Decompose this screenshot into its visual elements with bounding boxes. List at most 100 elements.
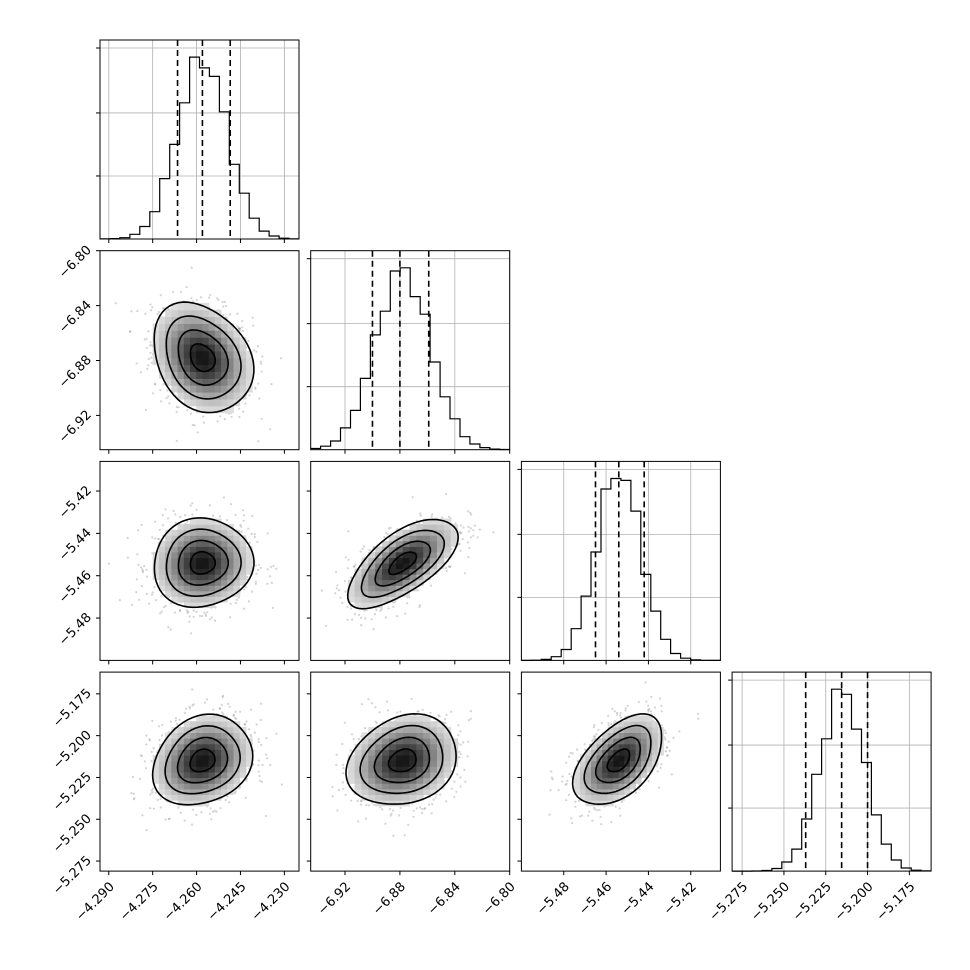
sample-point bbox=[429, 584, 432, 587]
density-cell bbox=[347, 596, 356, 603]
sample-point bbox=[472, 534, 475, 537]
sample-point bbox=[226, 795, 229, 798]
density-cell bbox=[208, 585, 216, 592]
density-cell bbox=[196, 715, 203, 722]
sample-point bbox=[188, 707, 192, 710]
density-cell bbox=[214, 357, 222, 366]
density-cell bbox=[375, 596, 383, 603]
sample-point bbox=[386, 533, 389, 536]
density-cell bbox=[177, 316, 185, 324]
density-cell bbox=[183, 783, 191, 790]
sample-point bbox=[154, 537, 157, 540]
density-cell bbox=[190, 337, 197, 345]
sample-point bbox=[463, 572, 466, 575]
density-cell bbox=[202, 398, 210, 407]
sample-point bbox=[167, 818, 170, 821]
sample-point bbox=[419, 514, 422, 517]
sample-point bbox=[324, 624, 328, 627]
density-cell bbox=[388, 590, 397, 597]
density-cell bbox=[227, 777, 234, 784]
density-cell bbox=[202, 590, 210, 597]
density-cell bbox=[196, 568, 203, 575]
density-cell bbox=[183, 766, 191, 773]
density-cell bbox=[221, 524, 228, 531]
density-cell bbox=[221, 330, 228, 338]
density-cell bbox=[368, 574, 376, 581]
sample-point bbox=[149, 793, 152, 796]
density-cell bbox=[202, 585, 210, 592]
density-cell bbox=[190, 755, 197, 762]
density-cell bbox=[450, 540, 459, 547]
sample-point bbox=[191, 423, 194, 427]
density-cell bbox=[152, 777, 160, 784]
density-cell bbox=[214, 590, 222, 597]
sample-point bbox=[418, 521, 421, 525]
sample-point bbox=[179, 515, 182, 519]
density-cell bbox=[423, 563, 431, 570]
sample-point bbox=[261, 763, 264, 767]
density-cell bbox=[395, 574, 404, 581]
density-cell bbox=[177, 755, 185, 762]
contour-line bbox=[189, 342, 217, 373]
sample-point bbox=[339, 596, 342, 599]
sample-point bbox=[216, 297, 219, 300]
histogram-step bbox=[521, 477, 721, 661]
sample-point bbox=[160, 734, 164, 737]
sample-point bbox=[257, 759, 260, 762]
density-cell bbox=[177, 323, 185, 331]
sample-point bbox=[156, 798, 159, 802]
density-cell bbox=[202, 350, 210, 359]
sample-point bbox=[139, 371, 142, 374]
density-cell bbox=[416, 546, 424, 553]
density-cell bbox=[171, 557, 178, 564]
density-cell bbox=[177, 766, 185, 773]
density-cell bbox=[430, 568, 438, 575]
density-cell bbox=[214, 540, 222, 547]
sample-point bbox=[385, 531, 388, 535]
sample-point bbox=[387, 607, 390, 610]
density-cell bbox=[196, 585, 203, 592]
sample-point bbox=[347, 558, 350, 561]
density-cell bbox=[202, 364, 210, 372]
sample-point bbox=[259, 718, 262, 722]
sample-point bbox=[204, 613, 207, 616]
sample-point bbox=[140, 754, 143, 758]
sample-point bbox=[459, 524, 462, 527]
panel-frame bbox=[310, 460, 511, 661]
sample-point bbox=[137, 563, 140, 567]
density-cell bbox=[183, 524, 191, 531]
sample-point bbox=[447, 515, 450, 518]
density-cell bbox=[208, 378, 216, 386]
sample-point bbox=[215, 810, 218, 813]
contour-line bbox=[176, 736, 229, 784]
density-cell bbox=[183, 309, 191, 318]
sample-point bbox=[468, 547, 471, 550]
sample-point bbox=[466, 541, 469, 544]
sample-point bbox=[269, 565, 272, 569]
scatter-panel-3-0 bbox=[96, 671, 300, 876]
sample-point bbox=[145, 568, 148, 571]
sample-point bbox=[227, 702, 230, 706]
density-cell bbox=[202, 568, 210, 575]
density-cell bbox=[208, 309, 216, 318]
sample-point bbox=[223, 300, 226, 304]
density-cell bbox=[196, 392, 203, 400]
sample-point bbox=[147, 364, 150, 367]
density-cell bbox=[208, 535, 216, 542]
sample-point bbox=[248, 394, 251, 397]
sample-point bbox=[175, 405, 178, 408]
sample-point bbox=[149, 351, 152, 354]
density-cell bbox=[227, 568, 234, 575]
density-cell bbox=[239, 557, 247, 564]
sample-point bbox=[469, 536, 472, 539]
density-cell bbox=[246, 568, 253, 575]
sample-point bbox=[211, 810, 215, 814]
density-cell bbox=[395, 590, 404, 597]
density-cell bbox=[409, 540, 417, 547]
sample-point bbox=[157, 310, 161, 314]
density-cell bbox=[183, 385, 191, 393]
density-cell bbox=[246, 546, 253, 553]
density-cell bbox=[416, 535, 424, 542]
sample-point bbox=[428, 803, 431, 806]
density-cell bbox=[190, 749, 197, 756]
